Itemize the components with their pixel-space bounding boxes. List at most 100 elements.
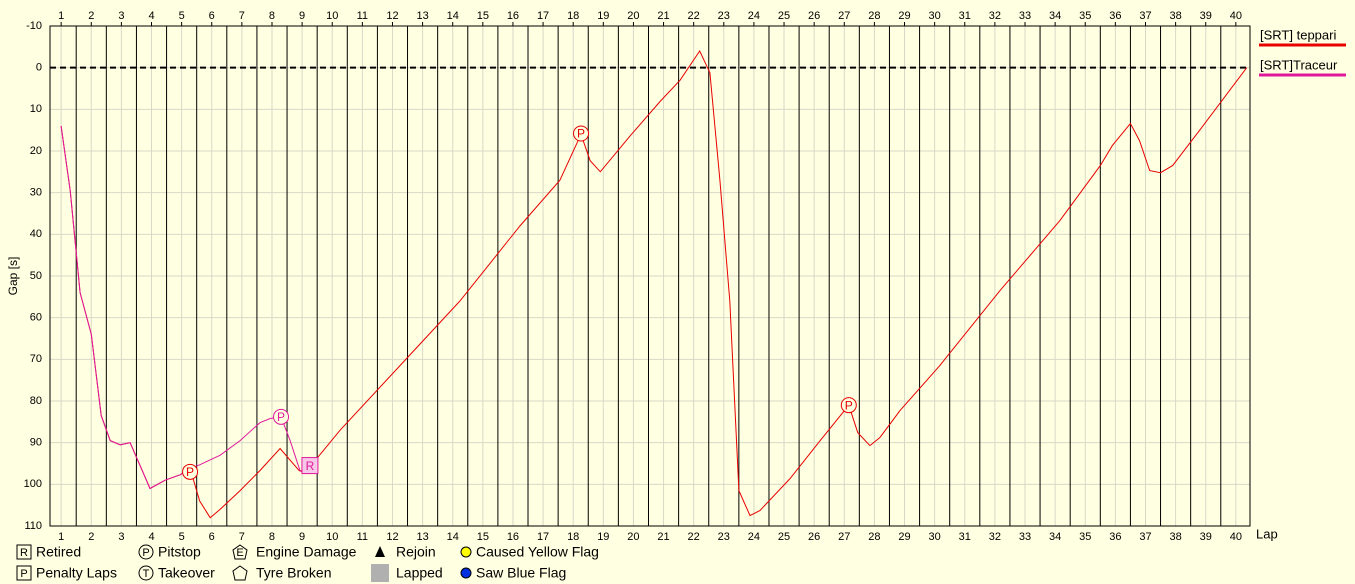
x-tick-label: 38 xyxy=(1169,10,1181,22)
x-tick-label: 36 xyxy=(1109,531,1121,543)
key-item: P Pitstop xyxy=(138,544,201,560)
event-circle xyxy=(182,463,199,480)
key-icon xyxy=(371,564,389,582)
key-symbol: E xyxy=(236,547,243,559)
x-tick-label: 5 xyxy=(179,531,185,543)
plot-frame xyxy=(49,25,1251,527)
x-tick-label: 28 xyxy=(868,10,880,22)
x-tick-label: 30 xyxy=(929,10,941,22)
y-tick-label: 20 xyxy=(30,145,42,157)
x-tick-label: 35 xyxy=(1079,10,1091,22)
key-label: Rejoin xyxy=(396,544,436,560)
x-tick-label: 8 xyxy=(269,531,275,543)
event-label: P xyxy=(277,410,285,424)
x-tick-label: 1 xyxy=(58,10,64,22)
key-symbol: T xyxy=(143,568,150,580)
key-item: P Penalty Laps xyxy=(16,565,117,581)
x-tick-label: 26 xyxy=(808,10,820,22)
x-tick-label: 20 xyxy=(627,10,639,22)
key-icon xyxy=(16,565,32,581)
x-tick-label: 6 xyxy=(209,10,215,22)
x-tick-label: 17 xyxy=(537,531,549,543)
x-tick-label: 2 xyxy=(88,10,94,22)
x-tick-label: 29 xyxy=(898,10,910,22)
x-tick-label: 9 xyxy=(299,10,305,22)
x-tick-label: 32 xyxy=(989,531,1001,543)
key-label: Retired xyxy=(36,544,81,560)
x-tick-label: 30 xyxy=(929,531,941,543)
x-tick-label: 20 xyxy=(627,531,639,543)
key-icon xyxy=(375,546,385,557)
x-tick-label: 8 xyxy=(269,10,275,22)
event-marker: R xyxy=(301,457,319,475)
x-tick-label: 23 xyxy=(718,531,730,543)
key-icon xyxy=(232,544,248,560)
x-tick-label: 18 xyxy=(567,10,579,22)
x-tick-label: 39 xyxy=(1200,10,1212,22)
y-tick-label: 90 xyxy=(30,437,42,449)
key-label: Engine Damage xyxy=(256,544,357,560)
x-tick-label: 23 xyxy=(718,10,730,22)
x-tick-label: 33 xyxy=(1019,10,1031,22)
x-tick-label: 15 xyxy=(477,10,489,22)
key-symbol: P xyxy=(20,568,27,580)
x-tick-label: 31 xyxy=(959,531,971,543)
x-tick-label: 13 xyxy=(416,531,428,543)
x-tick-label: 35 xyxy=(1079,531,1091,543)
y-tick-label: 100 xyxy=(24,478,42,490)
x-tick-label: 37 xyxy=(1139,10,1151,22)
x-tick-label: 4 xyxy=(148,531,154,543)
x-tick-label: 24 xyxy=(748,531,760,543)
key-item: Tyre Broken xyxy=(232,565,331,581)
y-tick-label: 60 xyxy=(30,312,42,324)
x-tick-label: 11 xyxy=(357,531,368,543)
legend-label: [SRT]Traceur xyxy=(1260,57,1338,72)
key-symbol: R xyxy=(20,547,28,559)
x-tick-label: 37 xyxy=(1139,531,1151,543)
x-tick-label: 22 xyxy=(688,10,700,22)
x-tick-label: 27 xyxy=(838,10,850,22)
key-label: Lapped xyxy=(396,565,443,581)
x-tick-label: 40 xyxy=(1230,10,1242,22)
key-icon xyxy=(16,544,32,560)
key-icon xyxy=(138,544,154,560)
key-icon xyxy=(138,565,154,581)
legend-label: [SRT] teppari xyxy=(1260,27,1336,42)
event-label: P xyxy=(577,127,585,141)
key-label: Penalty Laps xyxy=(36,565,117,581)
event-circle xyxy=(573,125,590,142)
key-item: Lapped xyxy=(371,564,443,582)
x-tick-label: 11 xyxy=(357,10,368,22)
x-tick-label: 10 xyxy=(326,531,338,543)
x-tick-label: 39 xyxy=(1200,531,1212,543)
x-tick-label: 14 xyxy=(447,531,459,543)
event-box xyxy=(301,457,319,475)
x-tick-label: 5 xyxy=(179,10,185,22)
event-marker: P xyxy=(273,408,290,425)
y-tick-label: 80 xyxy=(30,395,42,407)
x-tick-label: 34 xyxy=(1049,531,1061,543)
x-tick-label: 19 xyxy=(597,10,609,22)
y-tick-label: 30 xyxy=(30,187,42,199)
x-tick-label: 32 xyxy=(989,10,1001,22)
x-tick-label: 36 xyxy=(1109,10,1121,22)
x-tick-label: 10 xyxy=(326,10,338,22)
key-label: Takeover xyxy=(158,565,215,581)
key-item: Rejoin xyxy=(375,544,436,560)
y-tick-label: 70 xyxy=(30,353,42,365)
x-tick-label: 15 xyxy=(477,531,489,543)
x-tick-label: 27 xyxy=(838,531,850,543)
x-tick-label: 16 xyxy=(507,531,519,543)
key-item: R Retired xyxy=(16,544,81,560)
x-tick-label: 19 xyxy=(597,531,609,543)
x-tick-label: 22 xyxy=(688,531,700,543)
y-tick-label: 10 xyxy=(30,103,42,115)
key-item: T Takeover xyxy=(138,565,215,581)
key-item: Caused Yellow Flag xyxy=(460,544,599,560)
y-tick-label: 50 xyxy=(30,270,42,282)
key-icon xyxy=(460,546,472,558)
event-marker: P xyxy=(182,463,199,480)
x-tick-label: 21 xyxy=(657,10,669,22)
x-tick-label: 24 xyxy=(748,10,760,22)
